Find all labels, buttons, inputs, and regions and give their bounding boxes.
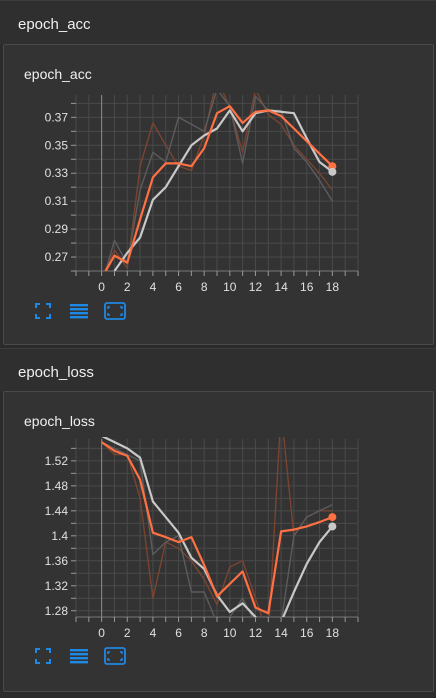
fit-domain-icon[interactable] [104, 646, 126, 666]
series-line-comparison [113, 109, 334, 271]
end-point-comparison [328, 522, 337, 531]
section-title: epoch_acc [18, 16, 91, 33]
list-icon[interactable] [68, 646, 90, 666]
y-tick-label: 1.4 [51, 529, 68, 543]
series-line-smoothed [100, 441, 333, 615]
x-tick-label: 2 [124, 280, 131, 294]
plot-area [104, 93, 334, 271]
x-tick-label: 18 [326, 626, 340, 640]
y-tick-label: 1.48 [45, 479, 69, 493]
fit-domain-icon[interactable] [104, 301, 126, 321]
y-tick-label: 1.36 [45, 554, 69, 568]
y-tick-label: 0.35 [45, 138, 69, 152]
y-tick-label: 1.44 [45, 504, 69, 518]
x-tick-label: 8 [201, 626, 208, 640]
section-header-epoch-acc[interactable]: epoch_acc [0, 0, 436, 44]
fullscreen-icon[interactable] [32, 301, 54, 321]
x-tick-label: 14 [274, 280, 288, 294]
section-title: epoch_loss [18, 364, 94, 381]
x-tick-label: 16 [300, 280, 314, 294]
y-tick-label: 0.37 [45, 110, 69, 124]
chart-toolbar [32, 301, 126, 321]
x-tick-label: 12 [249, 626, 263, 640]
chart-card-epoch-acc: epoch_acc 0 2 4 6 8 10 12 14 16 18 0.27 0.29 0.31 0.3… [3, 44, 434, 345]
list-icon[interactable] [68, 301, 90, 321]
y-tick-label: 1.32 [45, 579, 69, 593]
chart-epoch-acc[interactable]: 0 2 4 6 8 10 12 14 16 18 0.27 0.29 0.31 0.33 0.35 0.37 [4, 45, 435, 346]
fullscreen-icon[interactable] [32, 646, 54, 666]
chart-card-epoch-loss: epoch_loss 0 2 4 6 8 10 12 14 16 18 1.28 1.32 1.36 1.… [3, 391, 434, 692]
x-tick-label: 8 [201, 280, 208, 294]
x-tick-label: 6 [175, 280, 182, 294]
end-point-smoothed [328, 513, 337, 522]
x-tick-label: 0 [98, 280, 105, 294]
y-tick-label: 0.31 [45, 194, 69, 208]
x-tick-label: 4 [150, 280, 157, 294]
end-point-comparison [328, 167, 337, 176]
x-tick-label: 0 [98, 626, 105, 640]
x-tick-label: 14 [274, 626, 288, 640]
y-tick-label: 1.28 [45, 604, 69, 618]
x-tick-label: 2 [124, 626, 131, 640]
x-tick-label: 12 [249, 280, 263, 294]
y-tick-label: 0.27 [45, 250, 69, 264]
series-line-raw-orange [104, 93, 333, 271]
card-title: epoch_acc [24, 66, 92, 82]
y-tick-label: 1.52 [45, 454, 69, 468]
x-tick-label: 10 [223, 626, 237, 640]
x-tick-label: 6 [175, 626, 182, 640]
section-header-epoch-loss[interactable]: epoch_loss [0, 348, 436, 392]
series-line-raw-gray [104, 93, 333, 271]
series-line-smoothed [104, 105, 334, 271]
end-point-smoothed [328, 162, 337, 171]
x-tick-label: 16 [300, 626, 314, 640]
y-tick-label: 0.33 [45, 166, 69, 180]
y-tick-label: 0.29 [45, 222, 69, 236]
card-title: epoch_loss [24, 413, 95, 429]
plot-area [100, 437, 334, 617]
chart-toolbar [32, 646, 126, 666]
x-tick-label: 4 [150, 626, 157, 640]
x-tick-label: 10 [223, 280, 237, 294]
x-tick-label: 18 [326, 280, 340, 294]
chart-epoch-loss[interactable]: 0 2 4 6 8 10 12 14 16 18 1.28 1.32 1.36 1.4 1.44 1.48 1.… [4, 392, 435, 693]
